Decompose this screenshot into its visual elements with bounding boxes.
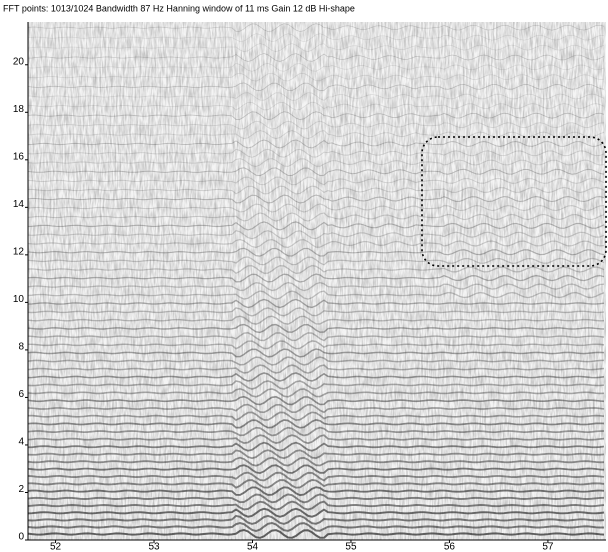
y-tick-label: 16: [13, 151, 25, 162]
x-tick-label: 56: [444, 542, 456, 552]
y-tick-label: 2: [18, 484, 24, 495]
chart: FFT points: 1013/1024 Bandwidth 87 Hz Ha…: [0, 0, 608, 552]
x-tick-label: 52: [50, 542, 62, 552]
y-tick-label: 14: [13, 199, 25, 210]
x-tick-label: 54: [247, 542, 259, 552]
y-tick-label: 8: [18, 342, 24, 353]
y-tick-label: 18: [13, 104, 25, 115]
y-tick-label: 0: [18, 532, 24, 543]
y-tick-label: 10: [13, 294, 25, 305]
chart-title: FFT points: 1013/1024 Bandwidth 87 Hz Ha…: [3, 3, 355, 13]
x-tick-label: 55: [345, 542, 357, 552]
x-tick-label: 53: [148, 542, 160, 552]
y-tick-label: 20: [13, 56, 25, 67]
x-tick-label: 57: [542, 542, 554, 552]
spectrogram-texture: [28, 22, 606, 540]
y-tick-label: 4: [18, 437, 24, 448]
y-tick-label: 6: [18, 389, 24, 400]
y-tick-label: 12: [13, 247, 25, 258]
